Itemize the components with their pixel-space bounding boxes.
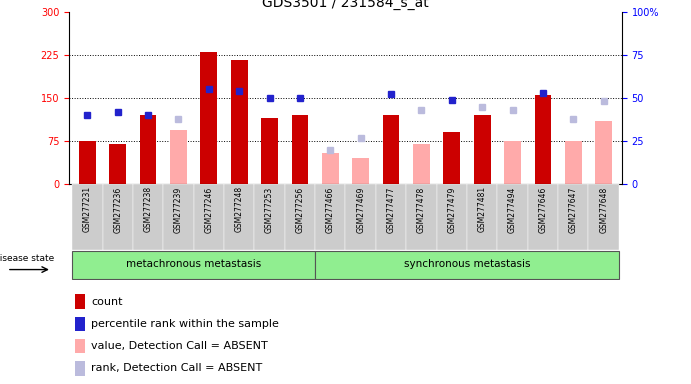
Text: percentile rank within the sample: percentile rank within the sample xyxy=(91,319,279,329)
Bar xyxy=(528,184,558,250)
Text: GSM277256: GSM277256 xyxy=(296,186,305,233)
Bar xyxy=(444,132,460,184)
Bar xyxy=(596,121,612,184)
Bar xyxy=(133,184,163,250)
Text: GSM277231: GSM277231 xyxy=(83,186,92,232)
Bar xyxy=(383,115,399,184)
Bar xyxy=(322,152,339,184)
Bar xyxy=(413,144,430,184)
Text: metachronous metastasis: metachronous metastasis xyxy=(126,259,261,269)
Text: GSM277477: GSM277477 xyxy=(386,186,395,233)
Bar xyxy=(140,115,156,184)
Bar xyxy=(254,184,285,250)
Text: GSM277647: GSM277647 xyxy=(569,186,578,233)
Bar xyxy=(231,60,247,184)
Bar xyxy=(79,141,95,184)
Bar xyxy=(352,158,369,184)
Bar xyxy=(535,95,551,184)
Text: GSM277248: GSM277248 xyxy=(235,186,244,232)
Bar xyxy=(498,184,528,250)
Bar xyxy=(200,52,217,184)
Text: rank, Detection Call = ABSENT: rank, Detection Call = ABSENT xyxy=(91,363,263,373)
Text: disease state: disease state xyxy=(0,254,55,263)
Text: GSM277236: GSM277236 xyxy=(113,186,122,233)
Text: GSM277646: GSM277646 xyxy=(538,186,547,233)
Bar xyxy=(315,251,619,279)
Bar xyxy=(72,251,315,279)
Bar xyxy=(75,339,84,353)
Bar xyxy=(75,361,84,376)
Bar xyxy=(292,115,308,184)
Bar xyxy=(261,118,278,184)
Text: synchronous metastasis: synchronous metastasis xyxy=(404,259,530,269)
Bar xyxy=(565,141,582,184)
Text: GSM277648: GSM277648 xyxy=(599,186,608,233)
Bar xyxy=(406,184,437,250)
Bar xyxy=(589,184,619,250)
Bar xyxy=(504,141,521,184)
Bar xyxy=(193,184,224,250)
Bar xyxy=(72,184,102,250)
Title: GDS3501 / 231584_s_at: GDS3501 / 231584_s_at xyxy=(262,0,429,10)
Text: count: count xyxy=(91,297,123,307)
Bar xyxy=(376,184,406,250)
Bar xyxy=(163,184,193,250)
Bar xyxy=(558,184,589,250)
Text: GSM277239: GSM277239 xyxy=(174,186,183,233)
Text: GSM277238: GSM277238 xyxy=(144,186,153,232)
Bar xyxy=(346,184,376,250)
Text: GSM277246: GSM277246 xyxy=(205,186,214,233)
Bar xyxy=(285,184,315,250)
Bar xyxy=(75,295,84,309)
Text: GSM277494: GSM277494 xyxy=(508,186,517,233)
Text: GSM277469: GSM277469 xyxy=(356,186,365,233)
Bar xyxy=(102,184,133,250)
Bar xyxy=(170,130,187,184)
Text: GSM277481: GSM277481 xyxy=(477,186,486,232)
Bar xyxy=(467,184,498,250)
Bar xyxy=(109,144,126,184)
Text: GSM277466: GSM277466 xyxy=(326,186,335,233)
Bar xyxy=(437,184,467,250)
Text: value, Detection Call = ABSENT: value, Detection Call = ABSENT xyxy=(91,341,268,351)
Bar xyxy=(75,316,84,331)
Text: GSM277253: GSM277253 xyxy=(265,186,274,233)
Text: GSM277479: GSM277479 xyxy=(447,186,456,233)
Bar xyxy=(224,184,254,250)
Text: GSM277478: GSM277478 xyxy=(417,186,426,233)
Bar xyxy=(474,115,491,184)
Bar xyxy=(315,184,346,250)
